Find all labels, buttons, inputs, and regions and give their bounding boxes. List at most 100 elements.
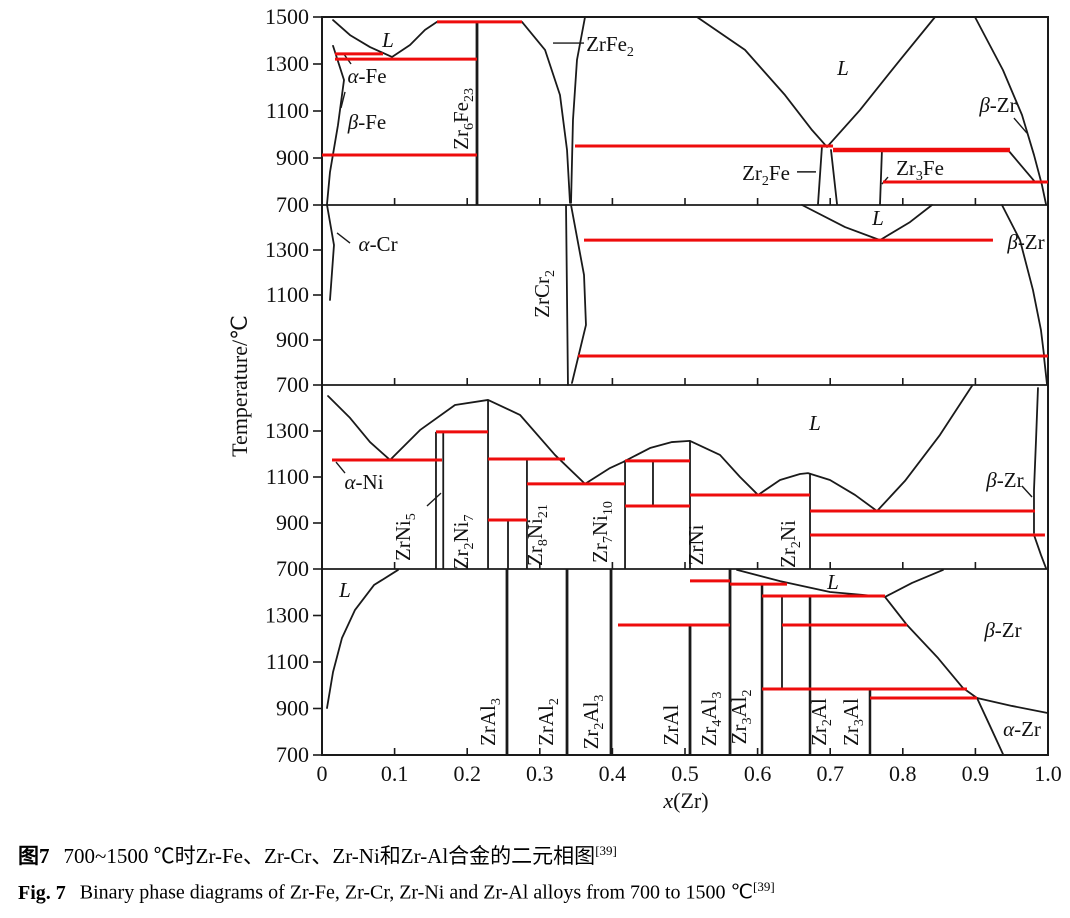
phase-boundary-Zr-Al [976,697,1048,714]
x-tick-label: 0 [317,761,328,786]
phase-boundary-Zr-Al [976,697,1004,755]
phase-label: ZrFe2 [586,32,634,60]
phase-label: Zr2Fe [742,161,790,189]
caption-zh-text: 700~1500 ℃时Zr-Fe、Zr-Cr、Zr-Ni和Zr-Al合金的二元相… [63,844,596,868]
phase-label: β-Zr [983,618,1021,642]
phase-label: L [338,578,351,602]
y-tick-label: 1300 [265,418,309,443]
phase-label-rotated: ZrNi [684,524,708,565]
phase-diagram-svg: 0 0.1 0.2 0.3 0.4 0.5 0.6 0.7 0.8 0.9 1.0 1500 1300 1… [227,4,1062,813]
phase-boundary-Zr-Fe [1007,149,1036,183]
phase-boundary-Zr-Cr [570,204,587,384]
phase-boundary-Zr-Cr [326,204,335,301]
phase-boundary-Zr-Fe [326,45,345,205]
y-tick-label: 1300 [265,237,309,262]
phase-boundary-Zr-Fe [696,16,828,148]
phase-label-rotated: Zr7Ni10 [588,501,616,563]
phase-boundary-Zr-Fe [830,149,838,205]
y-tick-label: 700 [276,742,309,767]
label-leader [335,461,346,474]
phase-label-rotated: Zr3Al [839,698,867,746]
y-tick-label: 1100 [266,649,309,674]
phase-label: α-Zr [1003,717,1041,741]
phase-label: β-Zr [978,93,1016,117]
caption-zh-ref: [39] [595,843,617,858]
y-tick-label: 900 [276,327,309,352]
x-tick-label: 1.0 [1034,761,1062,786]
phase-label: α-Cr [359,232,398,256]
phase-boundary-Zr-Ni [327,385,973,512]
phase-label: L [871,206,884,230]
x-tick-label: 0.7 [816,761,844,786]
phase-label-rotated: ZrAl2 [534,698,562,746]
phase-boundary-Zr-Al [884,569,944,598]
y-tick-label: 1100 [266,282,309,307]
phase-boundary-Zr-Cr [565,204,569,386]
x-tick-label: 0.6 [744,761,772,786]
plot-frame [321,16,1049,756]
x-tick-label: 0.2 [453,761,481,786]
caption-en-ref: [39] [753,879,775,894]
phase-label-rotated: Zr2Al3 [579,695,607,750]
x-axis-title: x(Zr) [662,788,708,813]
y-tick-label: 700 [276,556,309,581]
phase-label: β-Fe [347,110,386,134]
phase-label: β-Zr [985,468,1023,492]
phase-label-rotated: Zr3Al2 [727,689,755,744]
phase-label-rotated: Zr2Ni [776,520,804,568]
x-tick-label: 0.5 [671,761,699,786]
label-leader [426,492,442,507]
phase-boundary-Zr-Al [736,569,886,598]
x-tick-label: 0.1 [381,761,409,786]
y-tick-label: 1500 [265,4,309,29]
label-leader [336,232,351,244]
x-tick-label: 0.3 [526,761,554,786]
label-leader [1021,485,1033,498]
phase-boundary-Zr-Cr [1043,356,1048,386]
phase-boundary-Zr-Fe [974,16,1047,205]
phase-label: L [808,411,821,435]
phase-boundary-Zr-Cr [1001,204,1045,356]
phase-label-rotated: ZrAl3 [476,698,504,746]
phase-boundary-Zr-Cr [801,204,881,242]
phase-label-rotated: Zr6Fe23 [449,88,477,150]
caption-en-text: Binary phase diagrams of Zr-Fe, Zr-Cr, Z… [79,881,754,904]
phase-boundary-Zr-Al [884,596,978,699]
x-tick-label: 0.4 [599,761,627,786]
caption-zh-label: 图7 [18,844,50,868]
x-tick-label: 0.9 [962,761,990,786]
phase-label: L [381,28,394,52]
y-tick-label: 900 [276,510,309,535]
phase-label: α-Ni [345,470,384,494]
phase-label-rotated: Zr2Al [807,698,835,746]
phase-boundary-Zr-Fe [826,16,936,148]
y-tick-label: 1300 [265,603,309,628]
phase-label: β-Zr [1006,230,1044,254]
phase-label-rotated: Zr8Ni21 [523,504,551,566]
phase-boundary-Zr-Fe [521,21,571,204]
phase-label-rotated: ZrNi5 [391,513,419,561]
caption-zh: 图7 700~1500 ℃时Zr-Fe、Zr-Cr、Zr-Ni和Zr-Al合金的二… [18,840,617,870]
y-tick-label: 700 [276,192,309,217]
phase-label-rotated: ZrCr2 [530,270,558,318]
phase-boundary-Zr-Fe [570,16,586,204]
y-tick-label: 1100 [266,98,309,123]
phase-boundary-Zr-Cr [879,204,933,242]
phase-label: Zr3Fe [896,156,944,184]
label-leader [340,91,346,109]
y-tick-label: 900 [276,696,309,721]
x-tick-label: 0.8 [889,761,917,786]
caption-en: Fig. 7 Binary phase diagrams of Zr-Fe, Zr… [18,879,775,905]
y-tick-label: 700 [276,372,309,397]
phase-label-rotated: Zr4Al3 [697,692,725,747]
phase-label-rotated: ZrAl [659,704,683,745]
y-tick-label: 900 [276,145,309,170]
label-leader [1013,117,1028,134]
phase-label: L [836,56,849,80]
phase-boundary-Zr-Fe [817,145,823,205]
phase-boundary-Zr-Al [326,569,399,709]
phase-label: α-Fe [347,64,386,88]
phase-label-rotated: Zr2Ni7 [449,515,477,570]
phase-label: L [826,570,839,594]
